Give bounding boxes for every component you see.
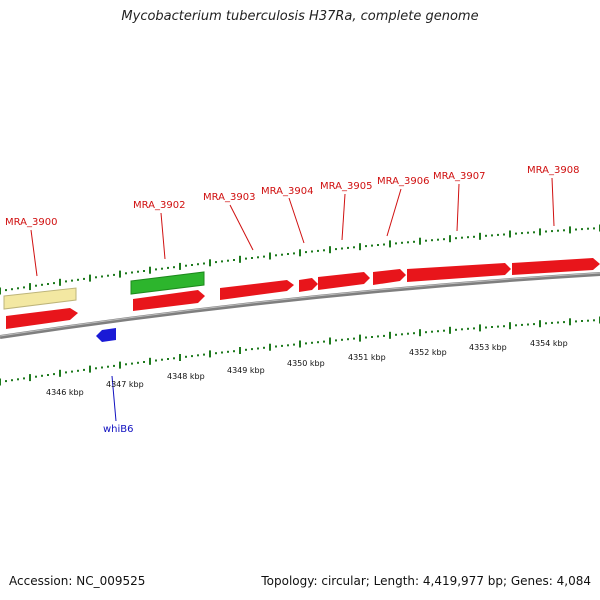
- gene-arrow-mra-3905[interactable]: [318, 272, 370, 290]
- accession-text: Accession: NC_009525: [9, 574, 146, 588]
- kbp-label: 4346 kbp: [46, 388, 84, 397]
- gene-label[interactable]: MRA_3908: [527, 165, 579, 176]
- gene-label[interactable]: whiB6: [103, 424, 134, 435]
- kbp-label: 4351 kbp: [348, 353, 386, 362]
- kbp-axis-labels: 4346 kbp 4347 kbp 4348 kbp 4349 kbp 4350…: [46, 339, 568, 397]
- gene-label[interactable]: MRA_3903: [203, 192, 255, 203]
- lower-tick-row: [0, 316, 600, 386]
- misc-feature[interactable]: [3, 287, 77, 310]
- label-leaders: [30, 177, 555, 422]
- kbp-label: 4347 kbp: [106, 380, 144, 389]
- rna-feature[interactable]: [130, 271, 205, 295]
- feature-track: [3, 258, 600, 342]
- kbp-label: 4349 kbp: [227, 366, 265, 375]
- kbp-label: 4352 kbp: [409, 348, 447, 357]
- gene-labels: MRA_3900 MRA_3902 MRA_3903 MRA_3904 MRA_…: [5, 165, 579, 435]
- gene-arrow-mra-3908[interactable]: [512, 258, 600, 275]
- gene-arrow-mra-3902[interactable]: [133, 290, 205, 311]
- gene-arrow-mra-3900[interactable]: [6, 308, 78, 329]
- genome-backbone: [0, 272, 600, 339]
- map-title: Mycobacterium tuberculosis H37Ra, comple…: [121, 9, 479, 24]
- gene-arrow-whib6[interactable]: [96, 328, 116, 342]
- gene-arrow-mra-3904[interactable]: [299, 278, 318, 292]
- gene-arrow-mra-3903[interactable]: [220, 280, 294, 300]
- kbp-label: 4348 kbp: [167, 372, 205, 381]
- kbp-label: 4353 kbp: [469, 343, 507, 352]
- upper-tick-row: [0, 224, 600, 295]
- genome-summary: Topology: circular; Length: 4,419,977 bp…: [261, 574, 591, 588]
- gene-label[interactable]: MRA_3900: [5, 217, 57, 228]
- kbp-label: 4350 kbp: [287, 359, 325, 368]
- gene-label[interactable]: MRA_3904: [261, 186, 313, 197]
- gene-label[interactable]: MRA_3906: [377, 176, 429, 187]
- gene-label[interactable]: MRA_3907: [433, 171, 485, 182]
- kbp-label: 4354 kbp: [530, 339, 568, 348]
- gene-label[interactable]: MRA_3902: [133, 200, 185, 211]
- gene-label[interactable]: MRA_3905: [320, 181, 372, 192]
- gene-arrow-mra-3907[interactable]: [407, 263, 511, 282]
- gene-arrow-mra-3906[interactable]: [373, 269, 406, 285]
